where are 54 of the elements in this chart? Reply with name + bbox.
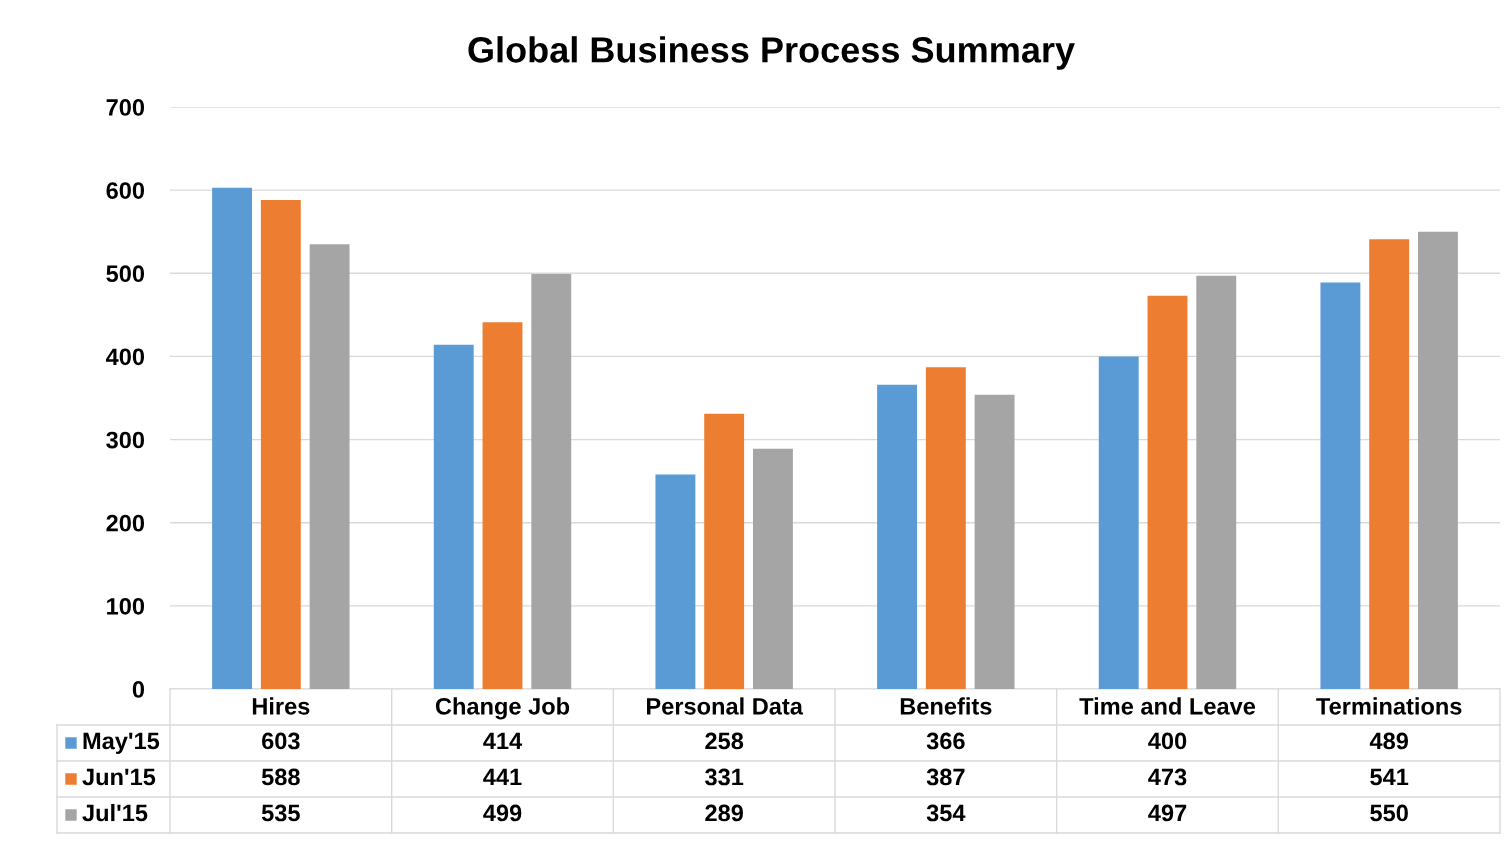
y-tick-label: 300 [106,431,145,449]
data-label: 400 [1148,732,1187,750]
bar [260,200,301,689]
data-label: 499 [483,804,522,822]
y-tick-label: 200 [106,514,145,532]
data-label: 441 [483,768,522,786]
y-tick-label: 700 [106,99,145,116]
bar [1098,356,1139,689]
bar [309,244,350,689]
bar [1147,295,1188,689]
data-label: 387 [926,768,965,786]
legend-label: Jun'15 [82,768,156,786]
legend-label: May'15 [83,732,160,755]
bar [877,384,918,689]
data-label: 497 [1148,804,1187,822]
x-tick-label: Change Job [435,697,570,720]
data-label: 331 [705,768,744,786]
data-label: 535 [261,804,300,822]
data-label: 354 [926,804,966,822]
bar [974,394,1015,689]
bar [655,474,696,689]
data-label: 588 [261,768,300,786]
bar [212,187,253,689]
data-label: 541 [1370,768,1409,786]
y-tick-label: 0 [132,681,145,698]
bar [433,344,474,689]
bar [482,322,523,689]
x-tick-label: Personal Data [647,697,804,715]
x-tick-label: Terminations [1316,697,1462,715]
data-label: 489 [1369,732,1408,750]
bar [1196,275,1237,689]
data-label: 289 [705,804,743,822]
y-tick-label: 400 [105,348,145,366]
data-label: 414 [483,732,523,750]
bar [531,274,572,689]
bar [752,448,793,689]
data-label: 550 [1370,804,1408,822]
y-tick-label: 100 [107,597,145,615]
x-tick-label: Benefits [900,697,992,715]
data-label: 366 [926,732,965,750]
data-label: 473 [1148,768,1187,786]
x-tick-label: Time and Leave [1079,697,1256,715]
x-tick-label: Hires [252,697,310,715]
y-tick-label: 600 [106,182,145,199]
bar [1417,231,1458,689]
chart-title: Global Business Process Summary [468,36,1075,70]
y-tick-label: 500 [106,265,145,283]
bar [925,367,966,689]
bar [1320,282,1361,689]
data-label: 258 [705,732,744,750]
bar [704,413,745,689]
bar [1369,239,1410,689]
data-label: 603 [262,732,300,750]
legend-label: Jul'15 [82,803,148,822]
